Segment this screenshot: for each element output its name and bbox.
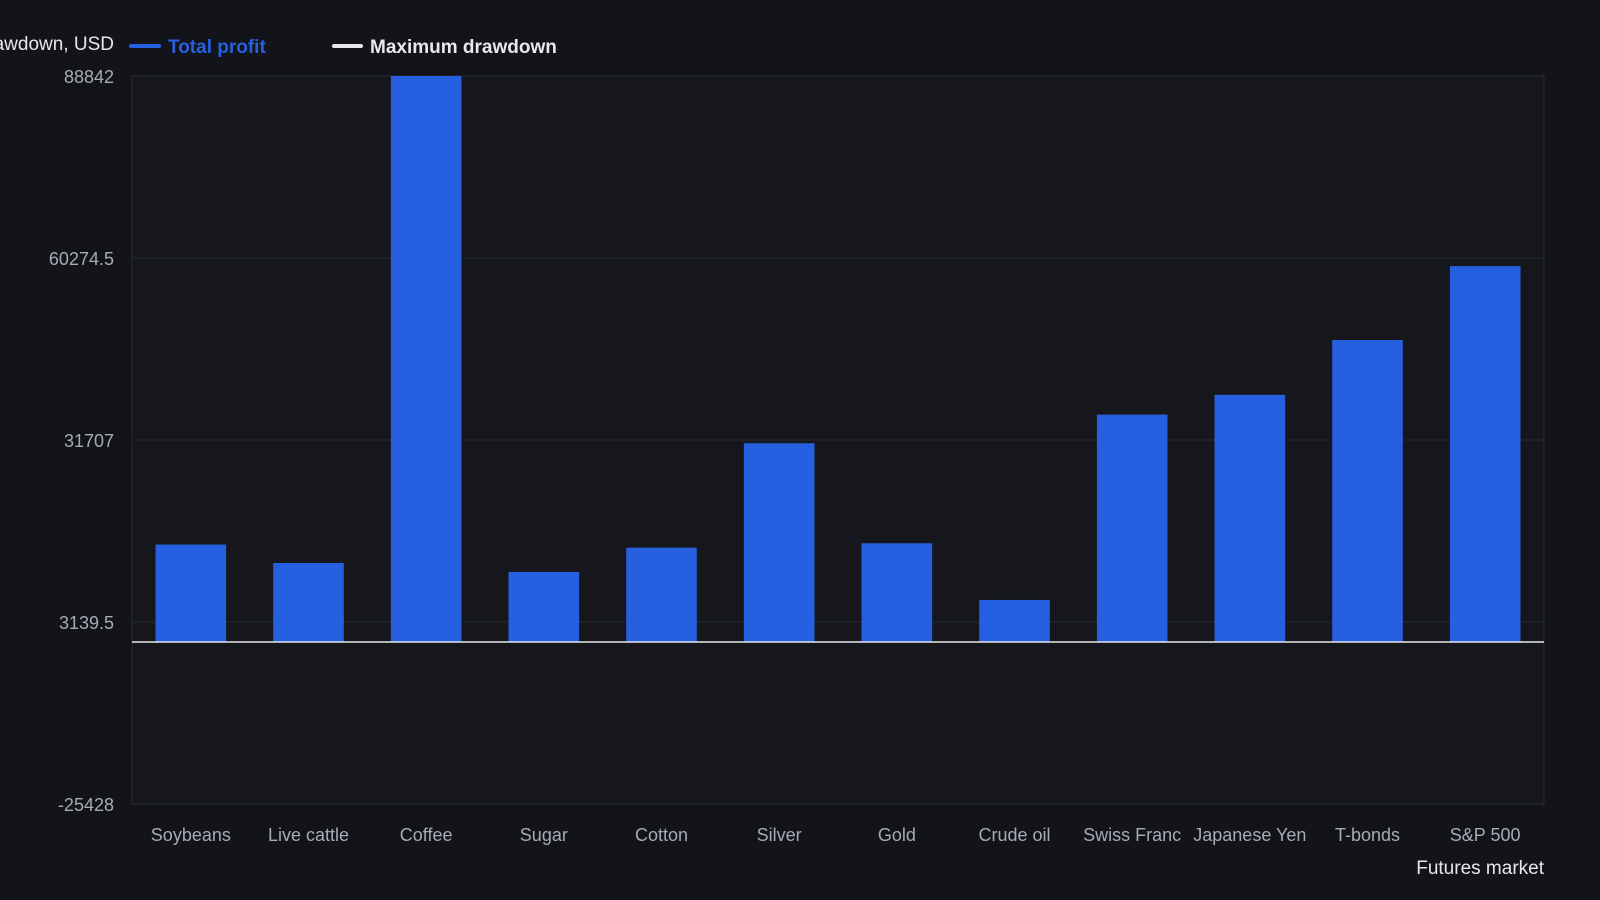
x-tick-label: Japanese Yen (1193, 825, 1306, 845)
legend-label-maximum-drawdown: Maximum drawdown (370, 37, 557, 58)
bars (155, 76, 1521, 643)
bar-total-profit[interactable] (390, 76, 462, 643)
bar-total-profit[interactable] (626, 547, 697, 643)
grid-lines (132, 257, 1544, 623)
x-tick-label: Silver (757, 825, 802, 845)
y-tick-label: 31707 (64, 431, 114, 451)
bar-total-profit[interactable] (155, 544, 227, 643)
y-tick-label: 60274.5 (49, 249, 114, 269)
bar-total-profit[interactable] (1214, 394, 1286, 643)
x-axis-title: Futures market (1416, 858, 1544, 879)
legend-label-total-profit: Total profit (168, 37, 266, 58)
bar-total-profit[interactable] (979, 599, 1050, 643)
bar-total-profit[interactable] (861, 543, 933, 643)
y-tick-label: -25428 (58, 795, 114, 815)
x-tick-label: Sugar (520, 825, 568, 845)
bar-total-profit[interactable] (273, 563, 344, 643)
bar-total-profit[interactable] (1096, 414, 1168, 643)
y-tick-label: 88842 (64, 67, 114, 87)
x-tick-label: T-bonds (1335, 825, 1400, 845)
legend-item-maximum-drawdown[interactable]: Maximum drawdown (332, 37, 557, 58)
y-tick-label: 3139.5 (59, 613, 114, 633)
x-tick-labels: Soybeans Live cattle Coffee Sugar Cotton Silv… (151, 825, 1521, 845)
x-tick-label: Crude oil (978, 825, 1050, 845)
x-tick-label: Cotton (635, 825, 688, 845)
y-tick-labels: 88842 60274.5 31707 3139.5 -25428 (49, 67, 114, 815)
bar-total-profit[interactable] (1449, 266, 1521, 643)
y-axis-title: Total profit and maximum drawdown, USD (0, 34, 114, 55)
legend-item-total-profit[interactable]: Total profit (129, 37, 266, 58)
legend: Total profit Maximum drawdown (129, 37, 557, 58)
x-tick-label: Gold (878, 825, 916, 845)
x-tick-label: Soybeans (151, 825, 231, 845)
bar-total-profit[interactable] (508, 571, 580, 643)
x-tick-label: Swiss Franc (1083, 825, 1181, 845)
bar-total-profit[interactable] (1332, 340, 1403, 643)
x-tick-label: Live cattle (268, 825, 349, 845)
x-tick-label: S&P 500 (1450, 825, 1521, 845)
bar-total-profit[interactable] (743, 443, 815, 643)
x-tick-label: Coffee (400, 825, 453, 845)
